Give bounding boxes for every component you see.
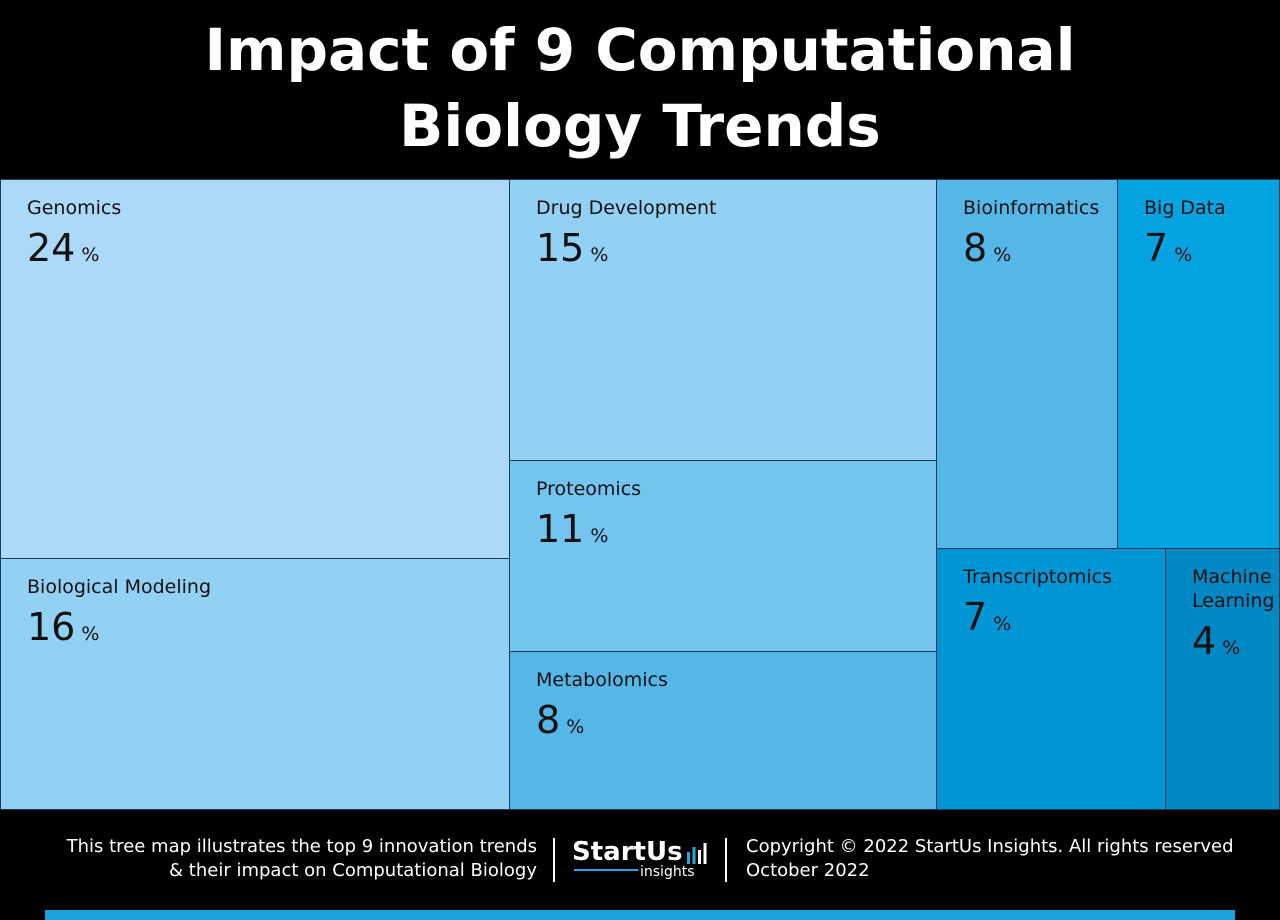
copyright-text: Copyright © 2022 StartUs Insights. All r… [746,836,1234,857]
treemap-value-unit: % [81,244,100,266]
chart-title-line-1: Impact of 9 Computational [204,16,1076,84]
treemap-value: 4% [1192,621,1240,668]
treemap-cell-transcriptomics: Transcriptomics 7% [936,548,1166,810]
startus-insights-logo: StartUs insights [572,836,712,884]
footer-description-line-1: This tree map illustrates the top 9 inno… [66,836,537,857]
treemap-label: Genomics [27,197,122,219]
treemap-cell-big-data: Big Data 7% [1117,179,1280,549]
treemap-value-number: 16 [27,605,76,649]
treemap-value: 8% [963,228,1011,275]
logo-underline [574,869,638,871]
treemap-value: 7% [1144,228,1192,275]
treemap-cell-genomics: Genomics 24% [0,179,510,559]
publication-date: October 2022 [746,860,870,881]
treemap-cell-biological-modeling: Biological Modeling 16% [0,558,510,810]
treemap-value: 8% [536,700,584,747]
logo-subtitle: insights [640,864,695,880]
treemap-value-unit: % [590,244,609,266]
treemap-cell-machine-learning: Machine Learning 4% [1165,548,1280,810]
treemap-value-number: 15 [536,226,585,270]
logo-wordmark: StartUs [572,837,683,867]
bar-chart-icon [687,843,707,864]
footer-divider-left [553,838,555,882]
treemap-cell-drug-development: Drug Development 15% [509,179,937,461]
treemap-value-number: 24 [27,226,76,270]
treemap-label: Big Data [1144,197,1226,219]
treemap-label: Proteomics [536,478,642,500]
treemap-value-number: 7 [963,595,988,639]
treemap-value-unit: % [566,716,585,738]
treemap-value: 16% [27,607,99,654]
treemap-value-number: 7 [1144,226,1169,270]
treemap-label: Bioinformatics [963,197,1100,219]
treemap-value-unit: % [1174,244,1193,266]
treemap-value-number: 4 [1192,619,1217,663]
treemap-value-unit: % [993,244,1012,266]
treemap-value-unit: % [81,623,100,645]
treemap-value-unit: % [993,613,1012,635]
treemap-label: Biological Modeling [27,576,212,598]
footer-copyright: Copyright © 2022 StartUs Insights. All r… [746,835,1266,883]
treemap-value-number: 11 [536,507,585,551]
treemap-value-unit: % [1222,637,1241,659]
treemap-value-unit: % [590,525,609,547]
chart-title: Impact of 9 Computational Biology Trends [0,12,1280,164]
treemap-value-number: 8 [536,698,561,742]
bottom-accent-bar [45,910,1235,920]
treemap-value: 7% [963,597,1011,644]
treemap-label: Transcriptomics [963,566,1113,588]
treemap-label: Drug Development [536,197,717,219]
footer-divider-right [725,838,727,882]
treemap-label: Metabolomics [536,669,668,691]
treemap-value: 11% [536,509,608,556]
treemap-cell-bioinformatics: Bioinformatics 8% [936,179,1118,549]
treemap-value: 15% [536,228,608,275]
treemap-cell-proteomics: Proteomics 11% [509,460,937,652]
chart-title-line-2: Biology Trends [399,92,881,160]
treemap-value: 24% [27,228,99,275]
treemap-label: Machine Learning [1192,566,1275,612]
footer-description-line-2: & their impact on Computational Biology [169,860,537,881]
treemap-chart: Genomics 24% Drug Development 15% Bioinforma… [0,179,1280,810]
treemap-cell-metabolomics: Metabolomics 8% [509,651,937,810]
treemap-value-number: 8 [963,226,988,270]
footer-description: This tree map illustrates the top 9 inno… [0,835,537,883]
